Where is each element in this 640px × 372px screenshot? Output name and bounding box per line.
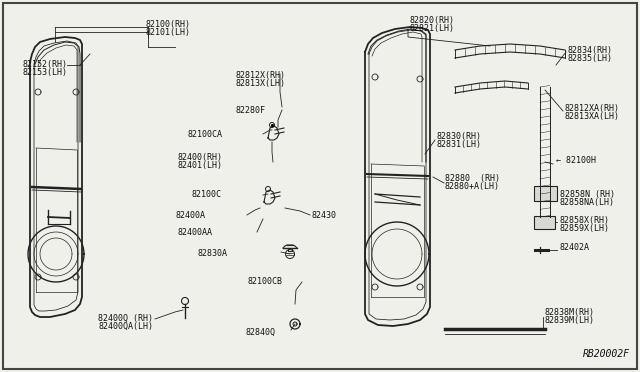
Text: 82880+A(LH): 82880+A(LH) [445,182,500,190]
FancyBboxPatch shape [534,215,556,228]
Text: 82840Q: 82840Q [245,327,275,337]
Text: 82400QA(LH): 82400QA(LH) [98,321,153,330]
FancyBboxPatch shape [534,186,557,201]
Text: 82101(LH): 82101(LH) [145,28,190,36]
Text: 82830(RH): 82830(RH) [437,131,482,141]
Text: 82858NA(LH): 82858NA(LH) [560,198,615,206]
Text: 82100CA: 82100CA [187,129,222,138]
Text: 82100C: 82100C [192,189,222,199]
Text: 82400AA: 82400AA [177,228,212,237]
Text: 82859X(LH): 82859X(LH) [560,224,610,232]
Text: 82858X(RH): 82858X(RH) [560,215,610,224]
Text: 82838M(RH): 82838M(RH) [545,308,595,317]
Text: 82813XA(LH): 82813XA(LH) [565,112,620,121]
Text: 82880  (RH): 82880 (RH) [445,173,500,183]
Text: 82400A: 82400A [176,211,206,219]
Text: 82100(RH): 82100(RH) [145,19,190,29]
Text: 82839M(LH): 82839M(LH) [545,315,595,324]
Text: 82152(RH): 82152(RH) [22,60,67,68]
Text: ← 82100H: ← 82100H [556,155,596,164]
Text: 82858N (RH): 82858N (RH) [560,189,615,199]
Text: 82820(RH): 82820(RH) [410,16,455,25]
Text: 82831(LH): 82831(LH) [437,140,482,148]
Text: 82812X(RH): 82812X(RH) [235,71,285,80]
Text: 82834(RH): 82834(RH) [568,45,613,55]
Text: RB20002F: RB20002F [583,349,630,359]
Text: 82400Q (RH): 82400Q (RH) [98,314,153,323]
Text: 82100CB: 82100CB [248,278,283,286]
Text: 82280F: 82280F [236,106,266,115]
Text: 82400(RH): 82400(RH) [177,153,222,161]
Text: 82402A: 82402A [560,244,590,253]
Text: 82813X(LH): 82813X(LH) [235,78,285,87]
Text: 82430: 82430 [312,211,337,219]
Text: 82821(LH): 82821(LH) [410,23,455,32]
Text: 82835(LH): 82835(LH) [568,54,613,62]
Text: 82153(LH): 82153(LH) [22,67,67,77]
Text: 82401(LH): 82401(LH) [177,160,222,170]
Text: 82830A: 82830A [198,250,228,259]
Text: 82812XA(RH): 82812XA(RH) [565,103,620,112]
